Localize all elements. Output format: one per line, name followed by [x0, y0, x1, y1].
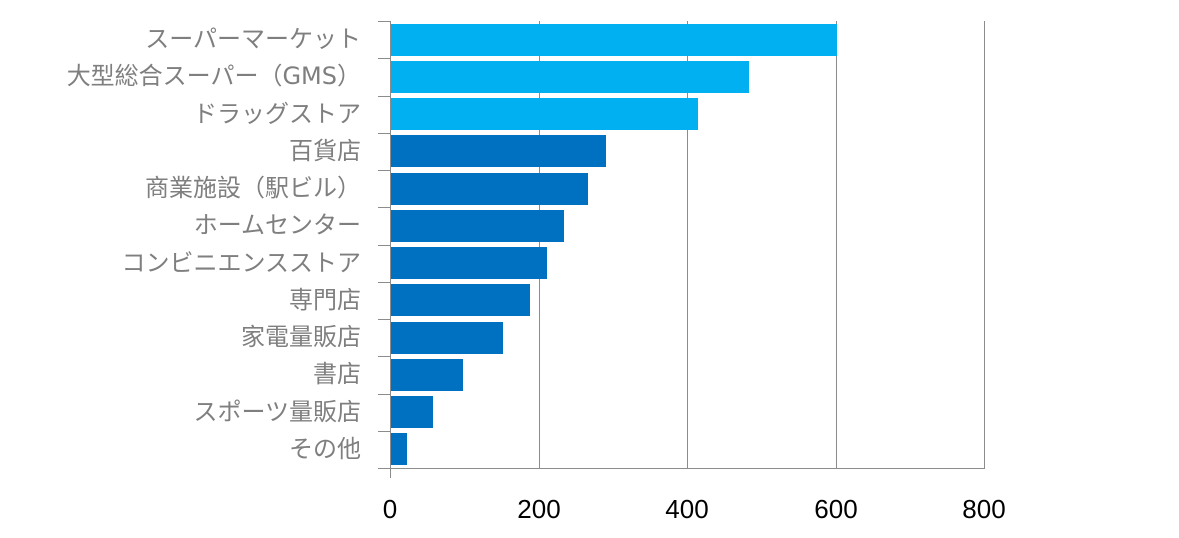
category-label: 百貨店 — [289, 137, 361, 165]
category-label: コンビニエンスストア — [121, 249, 361, 277]
gridline — [836, 21, 837, 468]
category-label: スポーツ量販店 — [193, 398, 361, 426]
y-tick — [378, 431, 390, 432]
bar — [391, 61, 749, 93]
bar — [391, 135, 606, 167]
gridline — [539, 21, 540, 468]
y-tick — [378, 394, 390, 395]
x-tick-label: 0 — [382, 494, 398, 524]
bar — [391, 284, 530, 316]
bar — [391, 322, 503, 354]
category-label: 書店 — [313, 360, 361, 388]
bar — [391, 433, 407, 465]
x-axis — [378, 468, 985, 469]
category-label: ホームセンター — [193, 211, 361, 239]
x-tick-label: 200 — [517, 494, 561, 524]
bar — [391, 98, 698, 130]
y-tick — [378, 96, 390, 97]
y-tick — [378, 319, 390, 320]
y-tick — [378, 21, 390, 22]
bar — [391, 359, 463, 391]
category-label: その他 — [289, 435, 361, 463]
x-tick-label: 400 — [665, 494, 709, 524]
category-label: 家電量販店 — [241, 323, 361, 351]
y-tick — [378, 245, 390, 246]
x-tick-label: 800 — [962, 494, 1006, 524]
category-label: 大型総合スーパー（GMS） — [66, 62, 361, 90]
y-tick — [378, 207, 390, 208]
bar — [391, 247, 547, 279]
y-tick — [378, 170, 390, 171]
gridline — [687, 21, 688, 468]
category-label: ドラッグストア — [193, 100, 361, 128]
y-tick — [378, 133, 390, 134]
category-label: スーパーマーケット — [145, 25, 361, 53]
bar — [391, 173, 588, 205]
bar — [391, 24, 837, 56]
category-label: 専門店 — [289, 286, 361, 314]
y-tick — [378, 58, 390, 59]
x-tick-label: 600 — [814, 494, 858, 524]
bar — [391, 210, 564, 242]
y-tick — [378, 356, 390, 357]
y-tick — [378, 282, 390, 283]
y-tick — [378, 468, 390, 469]
y-axis — [390, 21, 391, 478]
gridline — [984, 21, 985, 468]
category-label: 商業施設（駅ビル） — [145, 174, 361, 202]
bar — [391, 396, 433, 428]
